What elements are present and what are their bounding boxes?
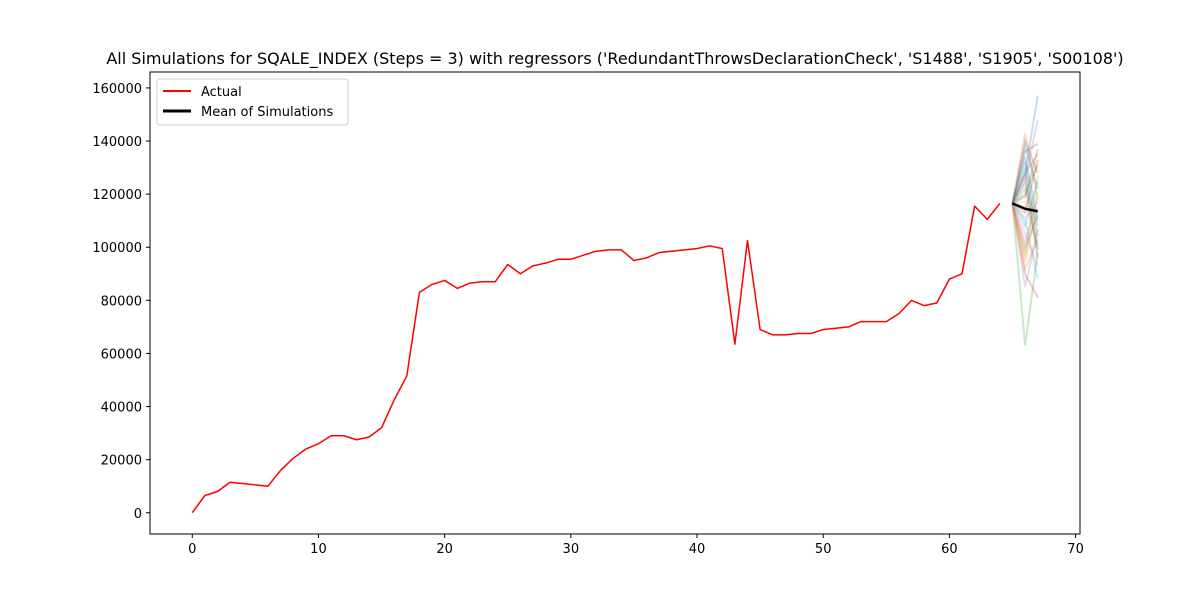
simulation-line (1011, 132, 1039, 204)
y-tick-label: 100000 (92, 241, 142, 256)
simulation-line (1011, 196, 1039, 246)
legend-label-mean: Mean of Simulations (201, 105, 333, 120)
x-tick-label: 0 (188, 542, 196, 557)
legend-label-actual: Actual (201, 85, 242, 100)
simulation-line (1011, 167, 1039, 248)
y-tick-label: 40000 (101, 401, 142, 416)
simulation-line (1011, 153, 1039, 204)
simulation-line (1011, 142, 1039, 204)
x-tick-label: 30 (563, 542, 580, 557)
simulation-line (1011, 203, 1039, 288)
simulation-line (1011, 119, 1039, 204)
y-tick-label: 120000 (92, 188, 142, 203)
y-axis: 0 20000 40000 60000 80000 100000 120000 140000 1… (92, 82, 150, 522)
simulation-line (1011, 156, 1039, 221)
legend: Actual Mean of Simulations (156, 78, 349, 126)
y-tick-label: 160000 (92, 82, 142, 97)
x-tick-label: 20 (436, 542, 453, 557)
simulation-line (1012, 148, 1039, 205)
simulation-line (1011, 203, 1039, 272)
plot-frame (149, 71, 1081, 535)
simulation-line (1011, 95, 1039, 204)
simulation-line (1011, 203, 1039, 299)
simulation-line (1011, 180, 1039, 229)
x-tick-label: 50 (815, 542, 832, 557)
simulation-lines (1011, 95, 1039, 346)
chart-title: All Simulations for SQALE_INDEX (Steps =… (106, 49, 1123, 69)
x-tick-label: 40 (689, 542, 706, 557)
x-tick-label: 70 (1067, 542, 1084, 557)
simulation-line (1011, 161, 1039, 237)
simulation-line (1011, 164, 1039, 205)
actual-line (191, 202, 1001, 514)
simulation-line (1012, 201, 1039, 245)
simulation-line (1011, 201, 1039, 220)
series-lines (191, 202, 1038, 514)
simulation-line (1011, 202, 1039, 280)
simulation-line (1011, 191, 1039, 256)
y-tick-label: 80000 (101, 294, 142, 309)
y-tick-label: 0 (134, 507, 142, 522)
y-tick-label: 60000 (101, 347, 142, 362)
simulation-line (1011, 175, 1039, 253)
simulation-line (1011, 203, 1039, 251)
simulation-line (1011, 172, 1039, 259)
y-tick-label: 20000 (101, 454, 142, 469)
simulation-line (1011, 137, 1039, 204)
x-tick-label: 10 (310, 542, 327, 557)
simulation-line (1011, 181, 1039, 227)
simulation-line (1011, 203, 1039, 261)
mean-simulations-line (1012, 202, 1038, 213)
simulation-line (1011, 203, 1039, 346)
x-tick-label: 60 (941, 542, 958, 557)
legend-box (156, 78, 349, 126)
y-tick-label: 140000 (92, 135, 142, 150)
simulation-line (1011, 203, 1039, 267)
simulation-line (1011, 142, 1039, 204)
simulation-line (1011, 186, 1039, 251)
x-axis: 0 10 20 30 40 50 60 70 (188, 534, 1084, 557)
